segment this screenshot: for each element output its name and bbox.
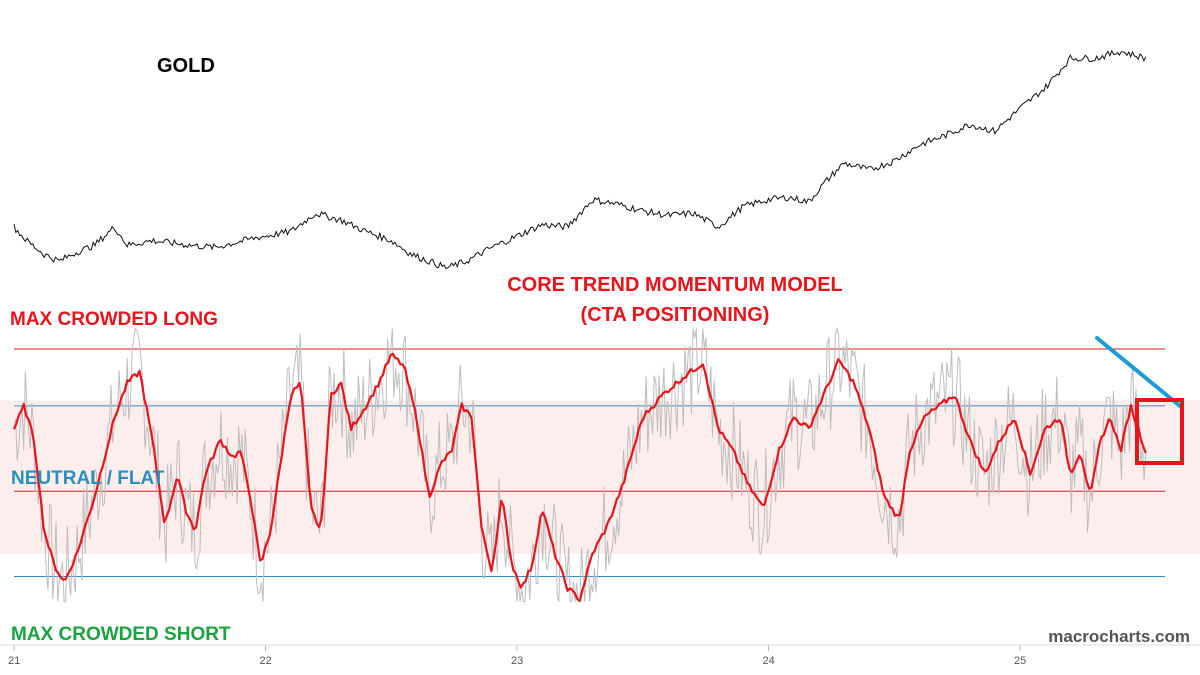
model-title-line1: CORE TREND MOMENTUM MODEL xyxy=(507,274,843,296)
highlight-box xyxy=(1135,398,1184,465)
x-tick-label: 22 xyxy=(260,655,272,667)
x-tick-label: 25 xyxy=(1014,655,1026,667)
model-title: CORE TREND MOMENTUM MODEL (CTA POSITIONI… xyxy=(420,270,930,330)
x-tick-label: 21 xyxy=(8,655,20,667)
x-tick-label: 23 xyxy=(511,655,523,667)
price-panel xyxy=(13,49,1147,270)
model-series-line xyxy=(12,352,1147,602)
x-tick-label: 24 xyxy=(763,655,775,667)
model-title-line2: (CTA POSITIONING) xyxy=(580,304,770,326)
max-crowded-long-label: MAX CROWDED LONG xyxy=(10,309,218,330)
x-axis: 21 22 23 24 25 xyxy=(0,644,1200,667)
max-crowded-short-label: MAX CROWDED SHORT xyxy=(11,624,231,645)
model-panel xyxy=(0,326,1200,603)
asset-label: GOLD xyxy=(157,55,215,77)
gold-price-line xyxy=(13,49,1147,270)
neutral-flat-label: NEUTRAL / FLAT xyxy=(11,468,165,489)
annotations xyxy=(1095,336,1184,465)
watermark: macrocharts.com xyxy=(1048,627,1190,646)
trendline-annotation xyxy=(1095,336,1182,408)
